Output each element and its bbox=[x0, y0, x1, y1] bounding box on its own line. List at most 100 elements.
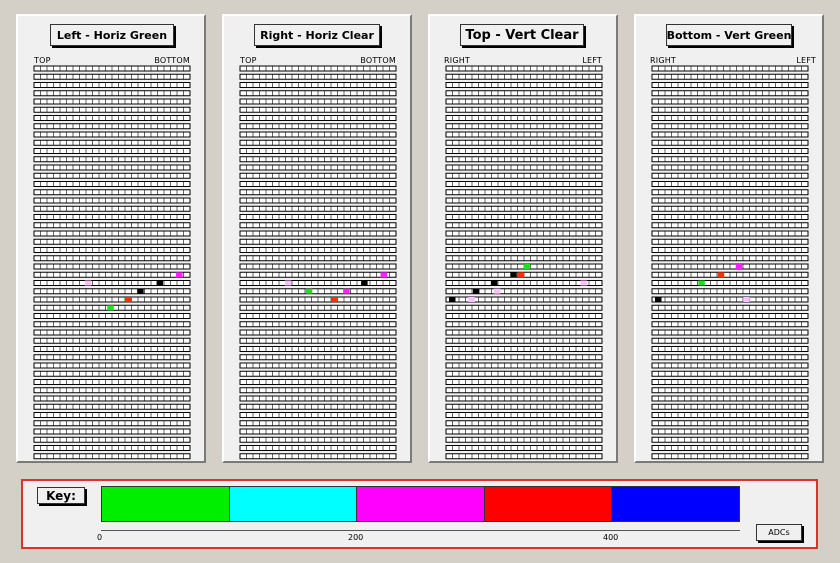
strip-row bbox=[445, 222, 603, 229]
strip-row bbox=[651, 304, 809, 311]
strip-row bbox=[33, 445, 191, 451]
strip-row bbox=[445, 123, 603, 130]
key-button[interactable]: Key: bbox=[37, 487, 85, 504]
strip-row bbox=[445, 321, 603, 328]
strip-row bbox=[445, 329, 603, 336]
strip-row bbox=[33, 395, 191, 402]
strip-row bbox=[651, 131, 809, 138]
strip-row bbox=[445, 131, 603, 138]
strip-row bbox=[651, 65, 809, 72]
strip-row bbox=[445, 370, 603, 377]
strip-row bbox=[33, 98, 191, 105]
hit-marker bbox=[448, 297, 456, 302]
strip-row bbox=[33, 73, 191, 80]
strip-row bbox=[239, 329, 397, 336]
strip-row bbox=[239, 379, 397, 385]
strip-row bbox=[239, 354, 397, 361]
hit-marker bbox=[468, 297, 475, 302]
strip-end-label-right: BOTTOM bbox=[154, 56, 190, 65]
strip-row bbox=[445, 139, 603, 146]
strip-row bbox=[445, 354, 603, 361]
strip-row bbox=[651, 436, 809, 443]
strip-row bbox=[33, 238, 191, 245]
strip-row bbox=[651, 313, 809, 319]
strip-end-label-left: TOP bbox=[240, 56, 257, 65]
strip-row bbox=[33, 346, 191, 352]
tick-label-200: 200 bbox=[348, 533, 364, 542]
strip-row bbox=[651, 172, 809, 179]
strip-row bbox=[33, 189, 191, 196]
strip-row bbox=[239, 181, 397, 187]
strip-row bbox=[33, 321, 191, 328]
panel-title-button[interactable]: Top - Vert Clear bbox=[460, 24, 584, 46]
hit-marker bbox=[654, 297, 662, 302]
strip-row bbox=[445, 106, 603, 113]
strip-row bbox=[239, 222, 397, 229]
strip-row bbox=[239, 420, 397, 427]
hit-marker bbox=[361, 280, 368, 286]
hit-marker bbox=[490, 280, 498, 286]
strip-row bbox=[33, 362, 191, 369]
strip-row bbox=[445, 238, 603, 245]
strip-row bbox=[445, 436, 603, 443]
strip-row bbox=[651, 73, 809, 80]
strip-row bbox=[445, 164, 603, 171]
strip-row bbox=[445, 247, 603, 253]
strip-row bbox=[651, 346, 809, 352]
strip-row bbox=[239, 304, 397, 311]
strip-row bbox=[651, 181, 809, 187]
panel-title-button[interactable]: Bottom - Vert Green bbox=[666, 24, 792, 46]
strip-row bbox=[651, 238, 809, 245]
strip-row bbox=[445, 181, 603, 187]
strip-row bbox=[445, 65, 603, 72]
strip-row bbox=[445, 387, 603, 394]
color-band-red bbox=[484, 487, 613, 521]
strip-row bbox=[651, 189, 809, 196]
strip-row bbox=[239, 82, 397, 88]
strip-row bbox=[445, 73, 603, 80]
strip-row bbox=[445, 197, 603, 204]
strip-row bbox=[651, 387, 809, 394]
hit-marker bbox=[510, 272, 517, 278]
hit-marker bbox=[472, 288, 480, 294]
panel-title-button[interactable]: Left - Horiz Green bbox=[50, 24, 174, 46]
strip-row bbox=[239, 197, 397, 204]
color-band-magenta bbox=[357, 487, 485, 521]
strip-row bbox=[33, 280, 191, 286]
strip-row bbox=[651, 106, 809, 113]
strip-row bbox=[239, 90, 397, 97]
hit-marker bbox=[284, 280, 292, 286]
hit-marker bbox=[523, 264, 531, 269]
strip-row bbox=[651, 288, 809, 295]
strip-row bbox=[651, 263, 809, 270]
panel-title-button[interactable]: Right - Horiz Clear bbox=[254, 24, 380, 46]
strip-row bbox=[445, 445, 603, 451]
strip-row bbox=[33, 271, 191, 278]
strip-row bbox=[445, 82, 603, 88]
strip-row bbox=[33, 164, 191, 171]
color-band-green bbox=[102, 487, 230, 521]
strip-row bbox=[651, 156, 809, 163]
strip-row bbox=[239, 296, 397, 303]
strip-row bbox=[239, 123, 397, 130]
strip-row bbox=[651, 139, 809, 146]
strip-row bbox=[651, 271, 809, 278]
strip-row bbox=[33, 181, 191, 187]
strip-row bbox=[239, 370, 397, 377]
hit-marker bbox=[125, 297, 132, 302]
strip-row bbox=[239, 313, 397, 319]
strip-row bbox=[445, 90, 603, 97]
strip-row bbox=[239, 73, 397, 80]
hit-marker bbox=[580, 280, 588, 286]
color-scale-bar bbox=[101, 486, 740, 522]
strip-row bbox=[445, 412, 603, 418]
strip-row bbox=[33, 65, 191, 72]
strip-row bbox=[239, 346, 397, 352]
strip-row bbox=[33, 205, 191, 212]
panel-top-vert-clear: Top - Vert Clear RIGHT LEFT bbox=[428, 14, 618, 463]
strip-end-label-right: BOTTOM bbox=[360, 56, 396, 65]
strip-row bbox=[651, 230, 809, 237]
strip-row bbox=[33, 123, 191, 130]
strip-row bbox=[239, 362, 397, 369]
units-button[interactable]: ADCs bbox=[756, 524, 802, 541]
